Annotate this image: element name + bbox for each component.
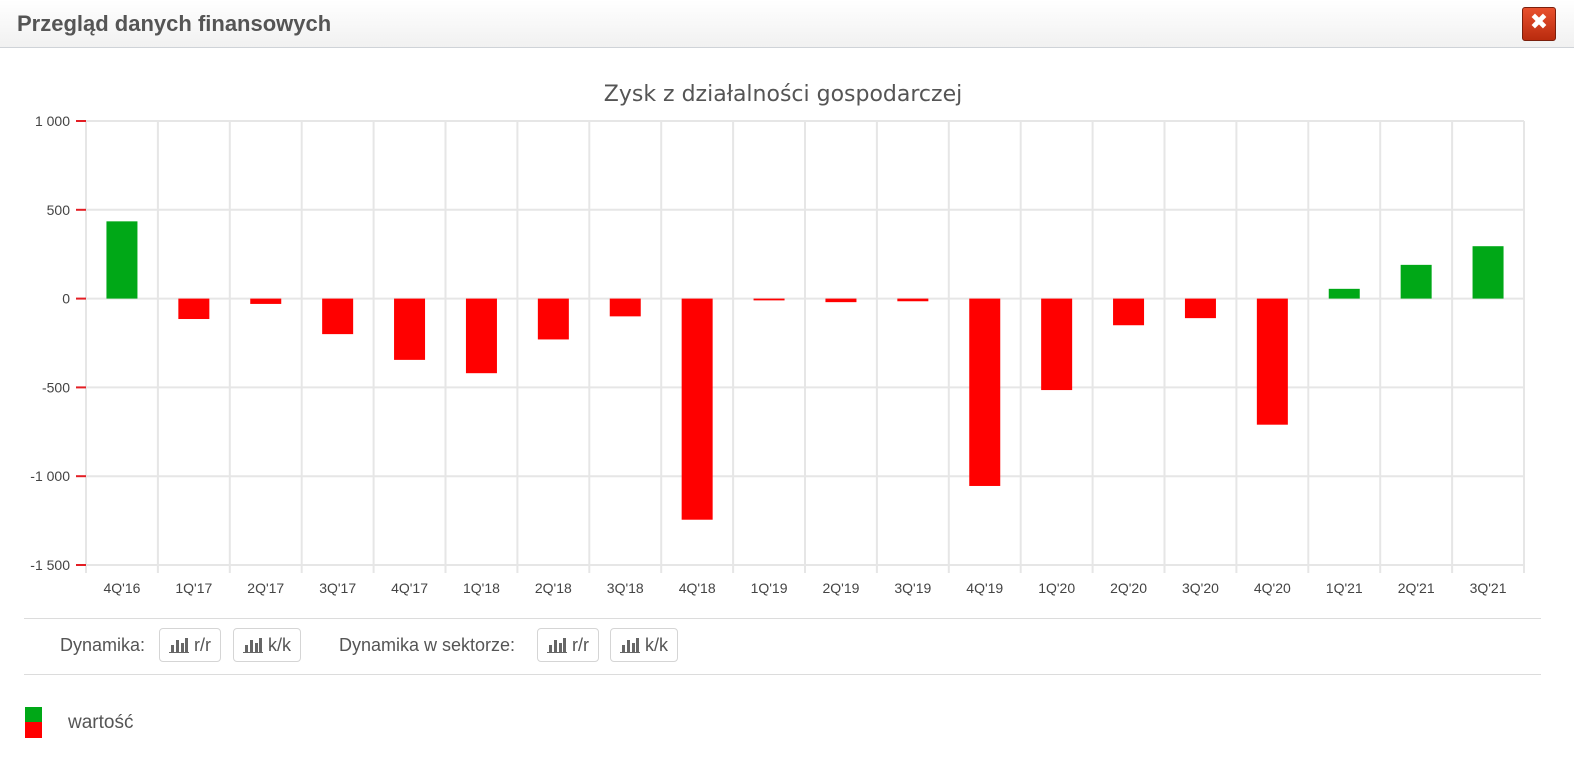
bar-chart-icon [547,638,567,653]
bar[interactable] [178,298,210,320]
bar-chart-icon [620,638,640,653]
x-tick-label: 4Q'20 [1254,580,1291,596]
bar[interactable] [1113,298,1145,326]
bar[interactable] [1184,298,1216,319]
y-tick-label: -1 500 [30,557,70,573]
dynamics-yoy-label: r/r [194,634,211,655]
dynamics-sector-label: Dynamika w sektorze: [339,635,516,655]
y-tick-label: 1 000 [35,113,70,129]
legend-swatch [25,707,42,738]
y-tick-label: -1 000 [30,468,70,484]
dynamics-qoq-label: k/k [268,634,292,655]
x-tick-label: 3Q'20 [1182,580,1219,596]
dynamics-label: Dynamika: [60,635,146,655]
x-tick-label: 3Q'18 [607,580,644,596]
dynamics-yoy-button[interactable]: r/r [159,628,221,662]
y-tick-label: 0 [62,291,70,307]
sector-qoq-button[interactable]: k/k [610,628,679,662]
bar-chart-icon [169,638,189,653]
dynamics-qoq-button[interactable]: k/k [233,628,302,662]
bar[interactable] [753,298,785,301]
x-axis: 4Q'16 1Q'17 2Q'17 3Q'17 4Q'17 1Q'18 2Q'18 3Q'18… [103,580,1506,596]
y-tick-label: 500 [47,202,71,218]
y-tick-label: -500 [42,379,70,395]
x-tick-label: 4Q'19 [966,580,1003,596]
bar[interactable] [897,298,929,302]
x-tick-label: 2Q'20 [1110,580,1147,596]
bar[interactable] [681,298,713,520]
legend-swatch-negative [25,722,42,738]
x-tick-label: 2Q'18 [535,580,572,596]
bar[interactable] [250,298,282,304]
bar[interactable] [1041,298,1073,391]
close-button[interactable]: ✖ [1522,7,1556,41]
bar[interactable] [1256,298,1288,425]
bar[interactable] [969,298,1001,486]
bar[interactable] [322,298,354,335]
x-tick-label: 4Q'17 [391,580,428,596]
separator-bottom [24,674,1541,675]
bar[interactable] [465,298,497,374]
y-axis: 1 000 500 0 -500 -1 000 -1 500 [30,113,86,573]
x-tick-label: 3Q'21 [1470,580,1507,596]
window-header: Przegląd danych finansowych ✖ [0,0,1574,48]
bar[interactable] [825,298,857,303]
x-tick-label: 1Q'17 [175,580,212,596]
x-tick-label: 2Q'17 [247,580,284,596]
x-tick-label: 2Q'19 [822,580,859,596]
window-title: Przegląd danych finansowych [17,11,332,36]
bar[interactable] [394,298,426,360]
x-tick-label: 4Q'18 [679,580,716,596]
sector-yoy-label: r/r [572,634,589,655]
x-tick-label: 3Q'19 [894,580,931,596]
x-tick-label: 1Q'19 [751,580,788,596]
x-tick-label: 2Q'21 [1398,580,1435,596]
sector-yoy-button[interactable]: r/r [537,628,599,662]
x-tick-label: 3Q'17 [319,580,356,596]
sector-qoq-label: k/k [645,634,669,655]
legend-label: wartość [68,712,134,733]
chart-title: Zysk z działalności gospodarczej [604,82,962,107]
separator-top [24,618,1541,619]
x-tick-label: 1Q'18 [463,580,500,596]
x-tick-label: 1Q'20 [1038,580,1075,596]
bar[interactable] [106,221,138,299]
x-tick-label: 1Q'21 [1326,580,1363,596]
bar[interactable] [1400,264,1432,299]
legend-swatch-positive [25,707,42,722]
chart-bars [106,221,1504,520]
chart-grid [85,120,1525,573]
bar[interactable] [537,298,569,340]
bar[interactable] [1328,288,1360,299]
bar-chart-icon [243,638,263,653]
bar[interactable] [609,298,641,317]
x-tick-label: 4Q'16 [103,580,140,596]
bar[interactable] [1472,246,1504,299]
bar-chart: Zysk z działalności gospodarczej 1 000 50… [30,82,1525,596]
